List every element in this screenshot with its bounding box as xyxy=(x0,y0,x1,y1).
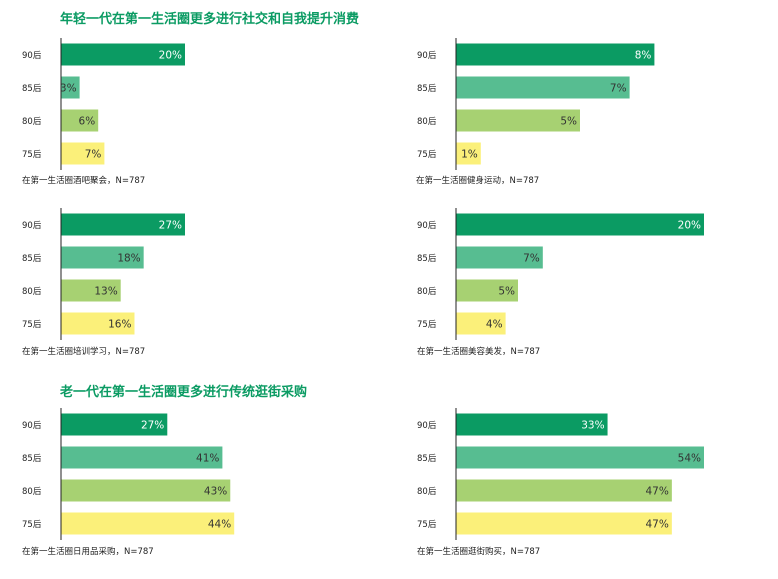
category-label: 85后 xyxy=(22,253,42,264)
category-label: 80后 xyxy=(417,486,437,497)
bar-value-label: 54% xyxy=(678,453,701,465)
category-label: 90后 xyxy=(22,50,42,61)
bar xyxy=(456,76,630,99)
bar-value-label: 1% xyxy=(461,149,478,161)
bar-value-label: 33% xyxy=(581,420,604,432)
chart-shopping: 33% 90后 54% 85后 47% 80后 47% 75后 在第一生活圈逛街购买，N=78… xyxy=(395,406,778,566)
bar xyxy=(61,446,223,469)
chart-svg: 20% 90后 3% 85后 6% 80后 7% 75后 xyxy=(22,38,185,170)
category-label: 80后 xyxy=(417,116,437,127)
bar xyxy=(456,512,672,535)
category-label: 85后 xyxy=(22,83,42,94)
chart-svg: 27% 90后 18% 85后 13% 80后 16% 75后 xyxy=(22,208,185,340)
bar-value-label: 27% xyxy=(159,220,182,232)
bar xyxy=(456,43,655,66)
category-label: 75后 xyxy=(22,149,42,160)
chart-caption: 在第一生活圈培训学习，N=787 xyxy=(22,347,146,357)
bar xyxy=(61,246,144,269)
bar xyxy=(456,246,543,269)
category-label: 90后 xyxy=(417,420,437,431)
category-label: 80后 xyxy=(22,486,42,497)
category-label: 90后 xyxy=(22,420,42,431)
category-label: 75后 xyxy=(417,519,437,530)
chart-caption: 在第一生活圈日用品采购，N=787 xyxy=(22,547,154,557)
bar xyxy=(61,213,185,236)
chart-caption: 在第一生活圈酒吧聚会，N=787 xyxy=(22,176,146,186)
category-label: 90后 xyxy=(22,220,42,231)
bar xyxy=(61,512,235,535)
bar-value-label: 5% xyxy=(560,116,577,128)
bar xyxy=(61,142,105,165)
bar xyxy=(61,312,135,335)
category-label: 90后 xyxy=(417,220,437,231)
category-label: 75后 xyxy=(417,149,437,160)
category-label: 90后 xyxy=(417,50,437,61)
bar-value-label: 5% xyxy=(498,286,515,298)
bar-value-label: 7% xyxy=(523,253,540,265)
chart-caption: 在第一生活圈健身运动，N=787 xyxy=(416,176,540,186)
bar-value-label: 16% xyxy=(108,319,131,331)
bar-value-label: 20% xyxy=(678,220,701,232)
category-label: 85后 xyxy=(22,453,42,464)
bar xyxy=(61,279,121,302)
bar-value-label: 7% xyxy=(85,149,102,161)
bar-value-label: 6% xyxy=(79,116,96,128)
bar-value-label: 7% xyxy=(610,83,627,95)
category-label: 85后 xyxy=(417,83,437,94)
bar-value-label: 3% xyxy=(60,83,77,95)
bar-value-label: 20% xyxy=(159,50,182,62)
bar-value-label: 41% xyxy=(196,453,219,465)
category-label: 75后 xyxy=(22,519,42,530)
chart-caption: 在第一生活圈逛街购买，N=787 xyxy=(417,547,541,557)
bar-value-label: 43% xyxy=(204,486,227,498)
bar-value-label: 18% xyxy=(117,253,140,265)
chart-fitness: 8% 90后 7% 85后 5% 80后 1% 75后 在第一生活圈健身运动，N=787 xyxy=(395,36,778,186)
chart-svg: 20% 90后 7% 85后 5% 80后 4% 75后 xyxy=(417,208,704,340)
bar xyxy=(61,43,185,66)
bar-value-label: 44% xyxy=(208,519,231,531)
bar-value-label: 4% xyxy=(486,319,503,331)
bar xyxy=(456,413,608,436)
bar xyxy=(456,109,580,132)
bar xyxy=(456,479,672,502)
category-label: 75后 xyxy=(417,319,437,330)
category-label: 75后 xyxy=(22,319,42,330)
bar xyxy=(456,312,506,335)
bar-value-label: 27% xyxy=(141,420,164,432)
bar xyxy=(456,142,481,165)
bar xyxy=(61,413,168,436)
bar xyxy=(456,446,704,469)
bar xyxy=(61,479,231,502)
chart-bar-gathering: 20% 90后 3% 85后 6% 80后 7% 75后 在第一生活圈酒吧聚会，N=787 xyxy=(0,36,389,186)
chart-groceries: 27% 90后 41% 85后 43% 80后 44% 75后 在第一生活圈日用品采购，N=7… xyxy=(0,406,389,566)
section-title-young: 年轻一代在第一生活圈更多进行社交和自我提升消费 xyxy=(60,12,360,27)
bar-value-label: 47% xyxy=(646,519,669,531)
category-label: 80后 xyxy=(417,286,437,297)
bar xyxy=(456,279,518,302)
category-label: 80后 xyxy=(22,116,42,127)
chart-caption: 在第一生活圈美容美发，N=787 xyxy=(417,347,541,357)
chart-training: 27% 90后 18% 85后 13% 80后 16% 75后 在第一生活圈培训学习，N=78… xyxy=(0,206,389,361)
chart-svg: 27% 90后 41% 85后 43% 80后 44% 75后 xyxy=(22,408,235,540)
chart-svg: 33% 90后 54% 85后 47% 80后 47% 75后 xyxy=(417,408,704,540)
bar-value-label: 8% xyxy=(635,50,652,62)
chart-svg: 8% 90后 7% 85后 5% 80后 1% 75后 xyxy=(417,38,655,170)
bar xyxy=(61,76,80,99)
category-label: 85后 xyxy=(417,453,437,464)
section-title-old: 老一代在第一生活圈更多进行传统逛街采购 xyxy=(60,385,308,400)
category-label: 85后 xyxy=(417,253,437,264)
bar xyxy=(456,213,704,236)
category-label: 80后 xyxy=(22,286,42,297)
bar-value-label: 47% xyxy=(646,486,669,498)
bar-value-label: 13% xyxy=(94,286,117,298)
chart-beauty: 20% 90后 7% 85后 5% 80后 4% 75后 在第一生活圈美容美发，N=787 xyxy=(395,206,778,361)
bar xyxy=(61,109,99,132)
